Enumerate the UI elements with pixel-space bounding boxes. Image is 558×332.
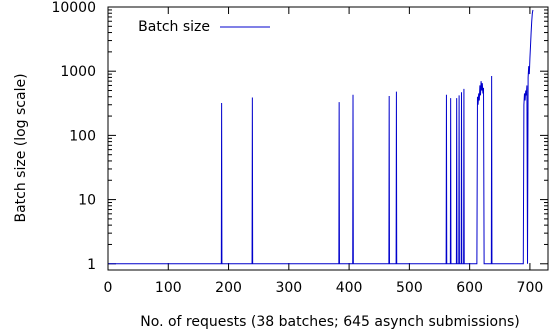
y-tick-label-10: 10 <box>78 193 96 209</box>
x-tick-label-500: 500 <box>396 280 423 296</box>
y-tick-label-1: 1 <box>87 257 96 273</box>
x-tick-label-400: 400 <box>336 280 363 296</box>
axis-tick-labels: 0 100 200 300 400 500 600 700 1 10 100 1000 10000 <box>51 0 543 296</box>
y-axis-label: Batch size (log scale) <box>13 73 29 222</box>
plot-frame <box>107 6 549 271</box>
legend: Batch size <box>138 19 270 35</box>
x-tick-label-600: 600 <box>456 280 483 296</box>
x-tick-label-300: 300 <box>275 280 302 296</box>
x-tick-label-200: 200 <box>215 280 242 296</box>
x-tick-label-700: 700 <box>517 280 544 296</box>
x-tick-label-100: 100 <box>155 280 182 296</box>
legend-entry-batch-size: Batch size <box>138 19 210 35</box>
y-tick-label-10000: 10000 <box>51 0 96 16</box>
y-tick-label-100: 100 <box>69 128 96 144</box>
series-line-batch-size <box>108 9 534 265</box>
x-axis-label: No. of requests (38 batches; 645 asynch … <box>140 314 519 330</box>
y-tick-label-1000: 1000 <box>60 64 96 80</box>
x-tick-label-0: 0 <box>104 280 113 296</box>
axis-ticks <box>107 6 548 270</box>
series-layer <box>108 9 534 265</box>
